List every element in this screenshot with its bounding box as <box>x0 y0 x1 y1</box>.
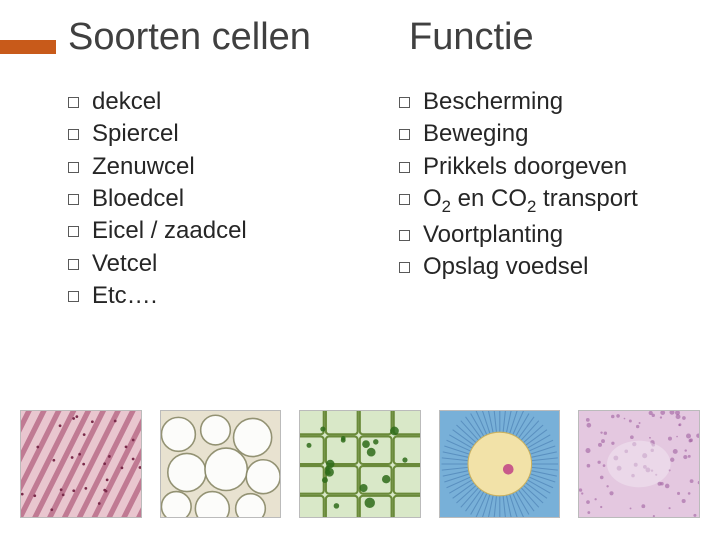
list-item: Eicel / zaadcel <box>68 215 359 247</box>
list-item: Etc…. <box>68 280 359 312</box>
list-item: O2 en CO2 transport <box>399 183 690 218</box>
list-item: dekcel <box>68 86 359 118</box>
list-item: Spiercel <box>68 118 359 150</box>
heading-left: Soorten cellen <box>68 18 349 58</box>
right-list: BeschermingBewegingPrikkels doorgevenO2 … <box>399 86 690 283</box>
list-item: Voortplanting <box>399 219 690 251</box>
fat-cells-image <box>160 410 282 518</box>
plant-cells-image <box>299 410 421 518</box>
list-item: Vetcel <box>68 248 359 280</box>
list-item: Prikkels doorgeven <box>399 151 690 183</box>
list-item: Bescherming <box>399 86 690 118</box>
image-row <box>20 410 700 518</box>
list-item: Opslag voedsel <box>399 251 690 283</box>
egg-cell-image <box>439 410 561 518</box>
list-item: Zenuwcel <box>68 151 359 183</box>
muscle-tissue-image <box>20 410 142 518</box>
heading-right: Functie <box>409 18 690 58</box>
left-list: dekcelSpiercelZenuwcelBloedcelEicel / za… <box>68 86 359 313</box>
list-item: Bloedcel <box>68 183 359 215</box>
list-item: Beweging <box>399 118 690 150</box>
accent-bar <box>0 40 56 54</box>
epithelial-image <box>578 410 700 518</box>
